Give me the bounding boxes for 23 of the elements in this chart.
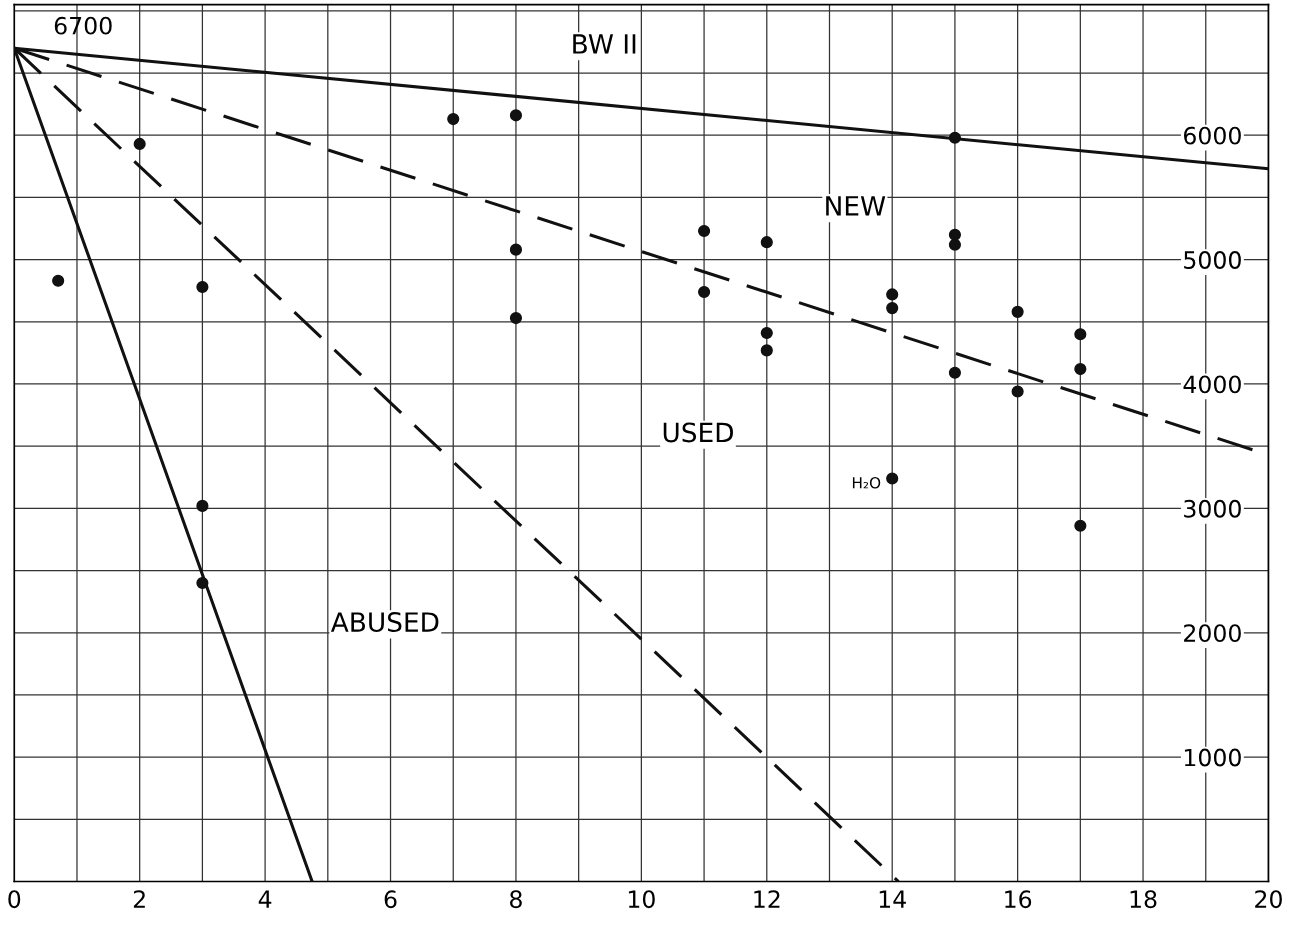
annotation: ABUSED — [330, 612, 439, 633]
x-tick-label: 6 — [384, 890, 397, 909]
x-tick-label: 2 — [133, 890, 145, 908]
y-tick-label: 3000 — [1184, 499, 1241, 518]
x-tick-label: 18 — [1130, 890, 1157, 909]
annotation: BW II — [573, 34, 636, 54]
annotation: NEW — [826, 196, 886, 216]
x-tick-label: 8 — [510, 890, 522, 909]
y-tick-label: 1000 — [1184, 748, 1241, 767]
x-tick-label: 16 — [1005, 890, 1032, 909]
x-tick-label: 0 — [8, 890, 21, 909]
annotation: USED — [663, 422, 733, 443]
y-tick-label: 4000 — [1183, 375, 1241, 394]
y-tick-label: 5000 — [1184, 251, 1241, 269]
x-tick-label: 14 — [879, 890, 906, 908]
annotation: 6700 — [54, 16, 112, 35]
x-tick-label: 10 — [628, 890, 655, 909]
x-tick-label: 12 — [754, 890, 780, 908]
annotation: H₂O — [852, 476, 881, 489]
x-tick-label: 20 — [1255, 890, 1282, 909]
y-tick-label: 2000 — [1184, 624, 1241, 643]
y-tick-label: 6000 — [1184, 126, 1241, 145]
x-tick-label: 4 — [258, 890, 272, 908]
